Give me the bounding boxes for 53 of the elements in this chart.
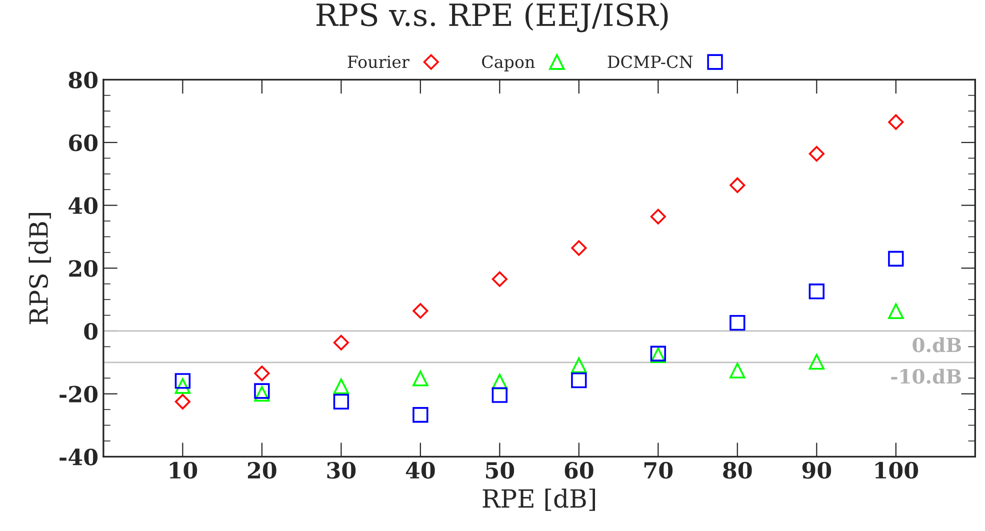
x-tick-label: 100 <box>875 462 918 479</box>
point <box>174 378 191 394</box>
x-tick-label: 10 <box>170 462 198 479</box>
x-axis-title: RPE [dB] <box>482 488 595 511</box>
y-tick-label: -20 <box>60 386 98 403</box>
y-tick-label: 0 <box>84 322 98 340</box>
point <box>254 386 270 402</box>
legend-label: DCMP-CN <box>608 55 693 68</box>
point <box>730 177 746 193</box>
point <box>650 208 666 224</box>
y-tick-label: 60 <box>69 134 98 152</box>
point <box>412 303 428 319</box>
point <box>333 378 350 394</box>
x-tick-label: 60 <box>564 462 594 479</box>
point <box>333 394 350 410</box>
y-tick-label: 20 <box>69 260 98 277</box>
point <box>571 357 587 374</box>
point <box>412 370 428 386</box>
x-tick-label: 70 <box>644 462 673 479</box>
y-tick-label: 80 <box>68 72 98 88</box>
point <box>808 284 825 300</box>
point <box>888 114 904 130</box>
point <box>333 334 349 350</box>
legend-label: Fourier <box>348 56 410 68</box>
point <box>174 373 191 389</box>
point <box>888 250 904 267</box>
point <box>571 240 587 256</box>
point <box>492 374 508 390</box>
point <box>730 362 746 378</box>
point <box>808 146 824 162</box>
point <box>412 407 428 423</box>
point <box>254 383 270 399</box>
y-axis-title: RPS [dB] <box>28 213 51 324</box>
legend-label: Capon <box>482 55 535 72</box>
chart-title: RPS v.s. RPE (EEJ/ISR) <box>316 2 668 32</box>
point <box>492 387 508 403</box>
point <box>571 372 587 388</box>
ref-line-label: -10.dB <box>891 368 962 384</box>
x-tick-label: 80 <box>723 462 752 479</box>
point <box>492 271 508 287</box>
y-tick-label: -40 <box>60 448 98 466</box>
point <box>174 394 190 410</box>
point <box>730 314 746 331</box>
point <box>888 303 904 320</box>
point <box>808 354 825 370</box>
x-tick-label: 30 <box>327 462 356 479</box>
ref-line-label: 0.dB <box>912 337 961 352</box>
x-tick-label: 50 <box>486 462 514 479</box>
x-tick-label: 40 <box>406 462 435 479</box>
x-tick-label: 90 <box>802 462 832 479</box>
point <box>254 366 270 382</box>
x-tick-label: 20 <box>248 462 276 479</box>
y-tick-label: 40 <box>68 197 98 214</box>
